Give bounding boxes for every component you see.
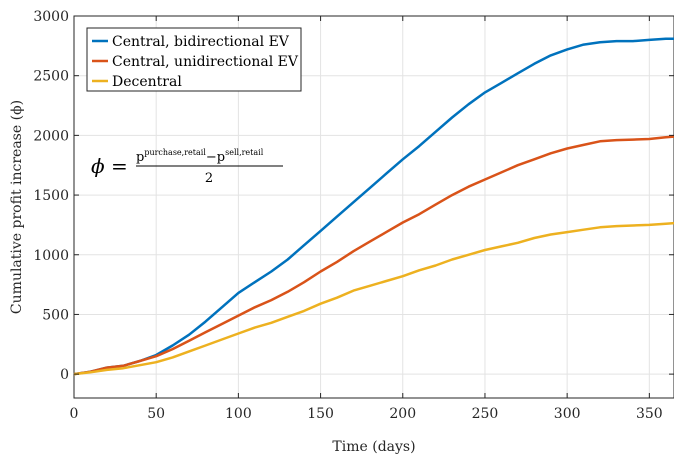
y-tick-label: 1000 xyxy=(33,248,69,264)
legend-entry: Central, unidirectional EV xyxy=(112,54,299,70)
formula-lhs: ϕ = xyxy=(91,154,128,178)
series-line-2 xyxy=(74,137,674,375)
formula-num-op: − xyxy=(206,150,217,165)
y-tick-label: 500 xyxy=(42,307,69,323)
y-tick-label: 2000 xyxy=(33,128,69,144)
formula-num-left-sup: purchase,retail xyxy=(144,148,206,157)
formula-num-right-sup: sell,retail xyxy=(225,148,264,157)
formula-annotation: ϕ = ppurchase,retail−psell,retail 2 xyxy=(91,148,283,186)
y-tick-label: 3000 xyxy=(33,9,69,25)
formula-num-left: p xyxy=(136,150,144,165)
formula-denominator: 2 xyxy=(205,171,213,186)
formula-num-right: p xyxy=(217,150,225,165)
x-tick-label: 250 xyxy=(472,406,499,422)
legend-entry: Decentral xyxy=(112,74,182,90)
y-tick-label: 2500 xyxy=(33,69,69,85)
x-tick-label: 200 xyxy=(389,406,416,422)
x-tick-label: 50 xyxy=(147,406,165,422)
x-tick-label: 350 xyxy=(636,406,663,422)
x-tick-label: 150 xyxy=(307,406,334,422)
y-tick-label: 1500 xyxy=(33,188,69,204)
x-tick-label: 0 xyxy=(70,406,79,422)
y-axis-label: Cumulative profit increase (ϕ) xyxy=(9,100,25,314)
y-tick-label: 0 xyxy=(60,367,69,383)
x-axis-label: Time (days) xyxy=(332,439,415,455)
formula-numerator: ppurchase,retail−psell,retail xyxy=(136,148,264,165)
legend: Central, bidirectional EV Central, unidir… xyxy=(87,28,301,91)
x-tick-label: 100 xyxy=(225,406,252,422)
legend-entry: Central, bidirectional EV xyxy=(112,34,290,50)
x-tick-label: 300 xyxy=(554,406,581,422)
